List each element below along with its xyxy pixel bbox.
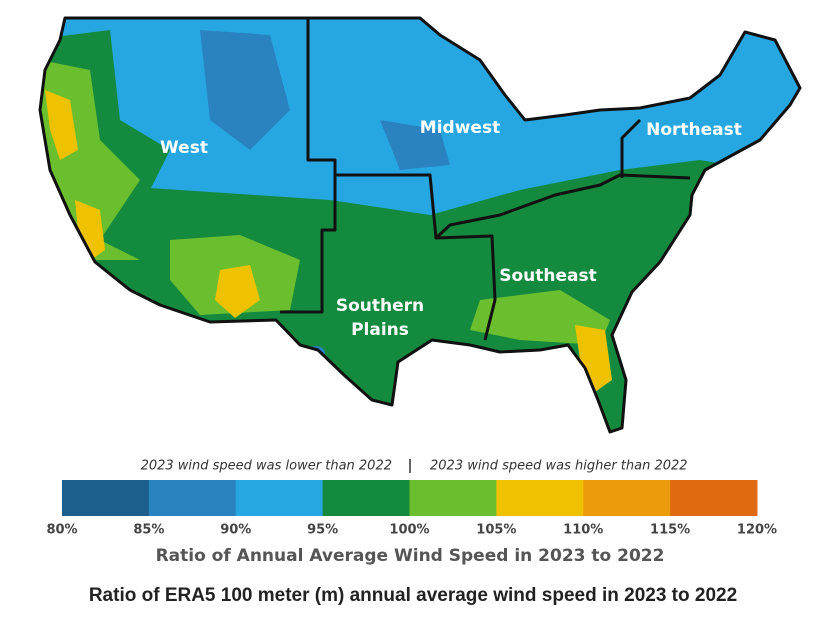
color-bin — [148, 480, 237, 516]
color-bin — [322, 480, 410, 516]
region-label: Southeast — [499, 266, 597, 286]
color-bin — [496, 480, 584, 516]
tick-label: 95% — [307, 523, 338, 538]
region-label: Southern — [336, 296, 424, 316]
region-labels: West Midwest Northeast Southern Plains S… — [160, 118, 742, 340]
legend-note: 2023 wind speed was higher than 2022 — [430, 459, 688, 474]
color-bin — [62, 480, 150, 516]
legend-title: Ratio of Annual Average Wind Speed in 20… — [156, 546, 665, 566]
region-label: West — [160, 138, 208, 158]
color-bin — [235, 480, 324, 516]
tick-label: 90% — [220, 523, 251, 538]
region-label: Northeast — [646, 120, 742, 140]
tick-label: 115% — [650, 523, 690, 538]
caption: Ratio of ERA5 100 meter (m) annual avera… — [89, 585, 737, 606]
tick-label: 105% — [476, 523, 516, 538]
region-label: Plains — [351, 320, 409, 340]
legend-note: 2023 wind speed was lower than 2022 — [141, 459, 392, 474]
tick-label: 100% — [389, 523, 429, 538]
tick-label: 120% — [737, 523, 777, 538]
color-bin — [409, 480, 497, 516]
tick-label: 110% — [563, 523, 603, 538]
tick-label: 85% — [133, 523, 164, 538]
color-bar: 80% 85% 90% 95% 100% 105% 110% 115% 120% — [46, 480, 777, 538]
color-bin — [670, 480, 758, 516]
region-label: Midwest — [420, 118, 500, 138]
tick-label: 80% — [46, 523, 77, 538]
color-bin — [583, 480, 671, 516]
region-borders — [38, 16, 802, 434]
wind-map — [40, 18, 800, 432]
